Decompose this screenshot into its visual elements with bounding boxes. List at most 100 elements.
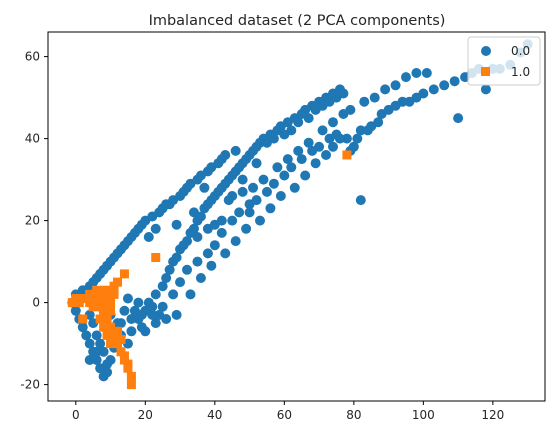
series-1-point-39 bbox=[92, 285, 102, 295]
series-0-point-84 bbox=[199, 182, 210, 193]
series-0-point-9 bbox=[84, 338, 95, 349]
series-0-point-173 bbox=[175, 277, 186, 288]
series-1-point-34 bbox=[119, 269, 129, 279]
series-0-point-220 bbox=[237, 186, 248, 197]
series-0-point-177 bbox=[209, 240, 220, 251]
series-1-point-29 bbox=[106, 339, 116, 349]
y-tick-label-4: 60 bbox=[25, 50, 40, 64]
series-1-point-26 bbox=[95, 314, 105, 324]
series-0-point-228 bbox=[327, 117, 338, 128]
series-0-point-122 bbox=[293, 117, 304, 128]
series-0-point-221 bbox=[248, 182, 259, 193]
series-0 bbox=[67, 39, 533, 382]
series-1-point-43 bbox=[119, 351, 129, 361]
series-0-point-194 bbox=[102, 359, 113, 370]
series-0-point-151 bbox=[418, 88, 429, 99]
series-0-point-153 bbox=[439, 80, 450, 91]
series-0-point-59 bbox=[157, 281, 168, 292]
series-1-point-32 bbox=[109, 289, 119, 299]
series-0-point-172 bbox=[168, 289, 179, 300]
x-tick-label-3: 60 bbox=[277, 408, 292, 422]
legend-marker-series-0 bbox=[481, 46, 491, 56]
series-0-point-168 bbox=[133, 314, 144, 324]
series-0-point-140 bbox=[355, 125, 366, 136]
series-0-point-139 bbox=[352, 133, 363, 144]
x-tick-label-5: 100 bbox=[412, 408, 435, 422]
series-0-point-184 bbox=[268, 178, 279, 189]
series-0-point-1 bbox=[70, 305, 81, 316]
series-0-point-211 bbox=[300, 170, 311, 181]
series-0-point-187 bbox=[296, 154, 307, 165]
series-0-point-159 bbox=[480, 84, 491, 95]
series-0-point-138 bbox=[348, 141, 359, 152]
series-1-point-41 bbox=[113, 326, 123, 336]
series-0-point-207 bbox=[255, 215, 266, 226]
series-0-point-203 bbox=[206, 260, 217, 271]
series-0-point-216 bbox=[192, 232, 203, 242]
series-1-point-38 bbox=[88, 302, 98, 312]
legend-label-series-0: 0.0 bbox=[511, 44, 530, 58]
series-0-point-148 bbox=[397, 96, 408, 107]
series-0-point-202 bbox=[195, 273, 206, 283]
y-tick-label-0: -20 bbox=[20, 378, 40, 392]
series-0-point-101 bbox=[230, 145, 241, 156]
y-axis-ticks: -20 0 20 40 60 bbox=[20, 50, 48, 392]
legend-label-series-1: 1.0 bbox=[511, 65, 530, 79]
series-0-point-120 bbox=[286, 125, 297, 136]
series-0-point-19 bbox=[95, 338, 106, 349]
series-1-point-16 bbox=[99, 306, 109, 316]
series-0-point-52 bbox=[143, 232, 154, 242]
series-0-point-7 bbox=[81, 330, 92, 341]
series-0-point-183 bbox=[261, 186, 272, 197]
series-0-point-227 bbox=[317, 125, 328, 136]
series-0-point-208 bbox=[265, 203, 276, 214]
y-tick-label-2: 20 bbox=[25, 214, 40, 228]
x-axis-ticks: 0 20 40 60 80 100 120 bbox=[72, 401, 504, 422]
series-0-point-212 bbox=[310, 158, 321, 169]
series-0-point-155 bbox=[453, 113, 464, 124]
x-tick-label-1: 20 bbox=[138, 408, 153, 422]
series-0-point-213 bbox=[321, 150, 332, 160]
series-0-point-232 bbox=[369, 92, 380, 103]
series-0-point-16 bbox=[91, 330, 102, 341]
series-1-point-13 bbox=[113, 277, 123, 287]
series-0-point-186 bbox=[286, 162, 297, 173]
y-tick-label-1: 0 bbox=[32, 296, 40, 310]
series-0-point-193 bbox=[91, 346, 102, 357]
series-0-point-81 bbox=[195, 211, 206, 222]
series-0-point-205 bbox=[230, 236, 241, 247]
series-0-point-67 bbox=[171, 252, 182, 263]
series-0-point-174 bbox=[182, 264, 193, 275]
series-0-point-189 bbox=[314, 141, 325, 152]
series-0-point-236 bbox=[411, 68, 422, 78]
series-0-point-22 bbox=[98, 346, 109, 357]
series-0-point-196 bbox=[126, 326, 137, 337]
series-0-point-182 bbox=[251, 195, 262, 206]
series-0-point-209 bbox=[275, 191, 286, 201]
series-0-point-214 bbox=[327, 141, 338, 152]
x-tick-label-6: 120 bbox=[481, 408, 504, 422]
series-1-point-40 bbox=[106, 306, 116, 316]
series-0-point-237 bbox=[421, 68, 432, 78]
series-0-point-152 bbox=[428, 84, 439, 95]
series-0-point-206 bbox=[241, 223, 252, 234]
series-0-point-215 bbox=[334, 133, 345, 144]
series-0-point-222 bbox=[258, 174, 269, 185]
series-0-point-125 bbox=[303, 113, 314, 124]
series-0-point-225 bbox=[293, 145, 304, 156]
series-0-point-37 bbox=[119, 305, 130, 316]
y-tick-label-3: 40 bbox=[25, 132, 40, 146]
series-0-point-107 bbox=[244, 207, 255, 218]
series-1-point-24 bbox=[126, 371, 136, 381]
series-0-point-63 bbox=[164, 264, 175, 275]
chart-title: Imbalanced dataset (2 PCA components) bbox=[149, 13, 446, 29]
series-0-point-219 bbox=[223, 195, 234, 206]
series-1-point-25 bbox=[126, 380, 136, 390]
series-0-point-204 bbox=[220, 248, 231, 259]
series-0-point-5 bbox=[77, 322, 88, 333]
series-1-point-36 bbox=[342, 150, 352, 160]
series-0-point-235 bbox=[400, 72, 411, 83]
plot-area bbox=[67, 39, 533, 390]
series-0-point-226 bbox=[303, 137, 314, 148]
series-1-point-17 bbox=[102, 314, 112, 324]
